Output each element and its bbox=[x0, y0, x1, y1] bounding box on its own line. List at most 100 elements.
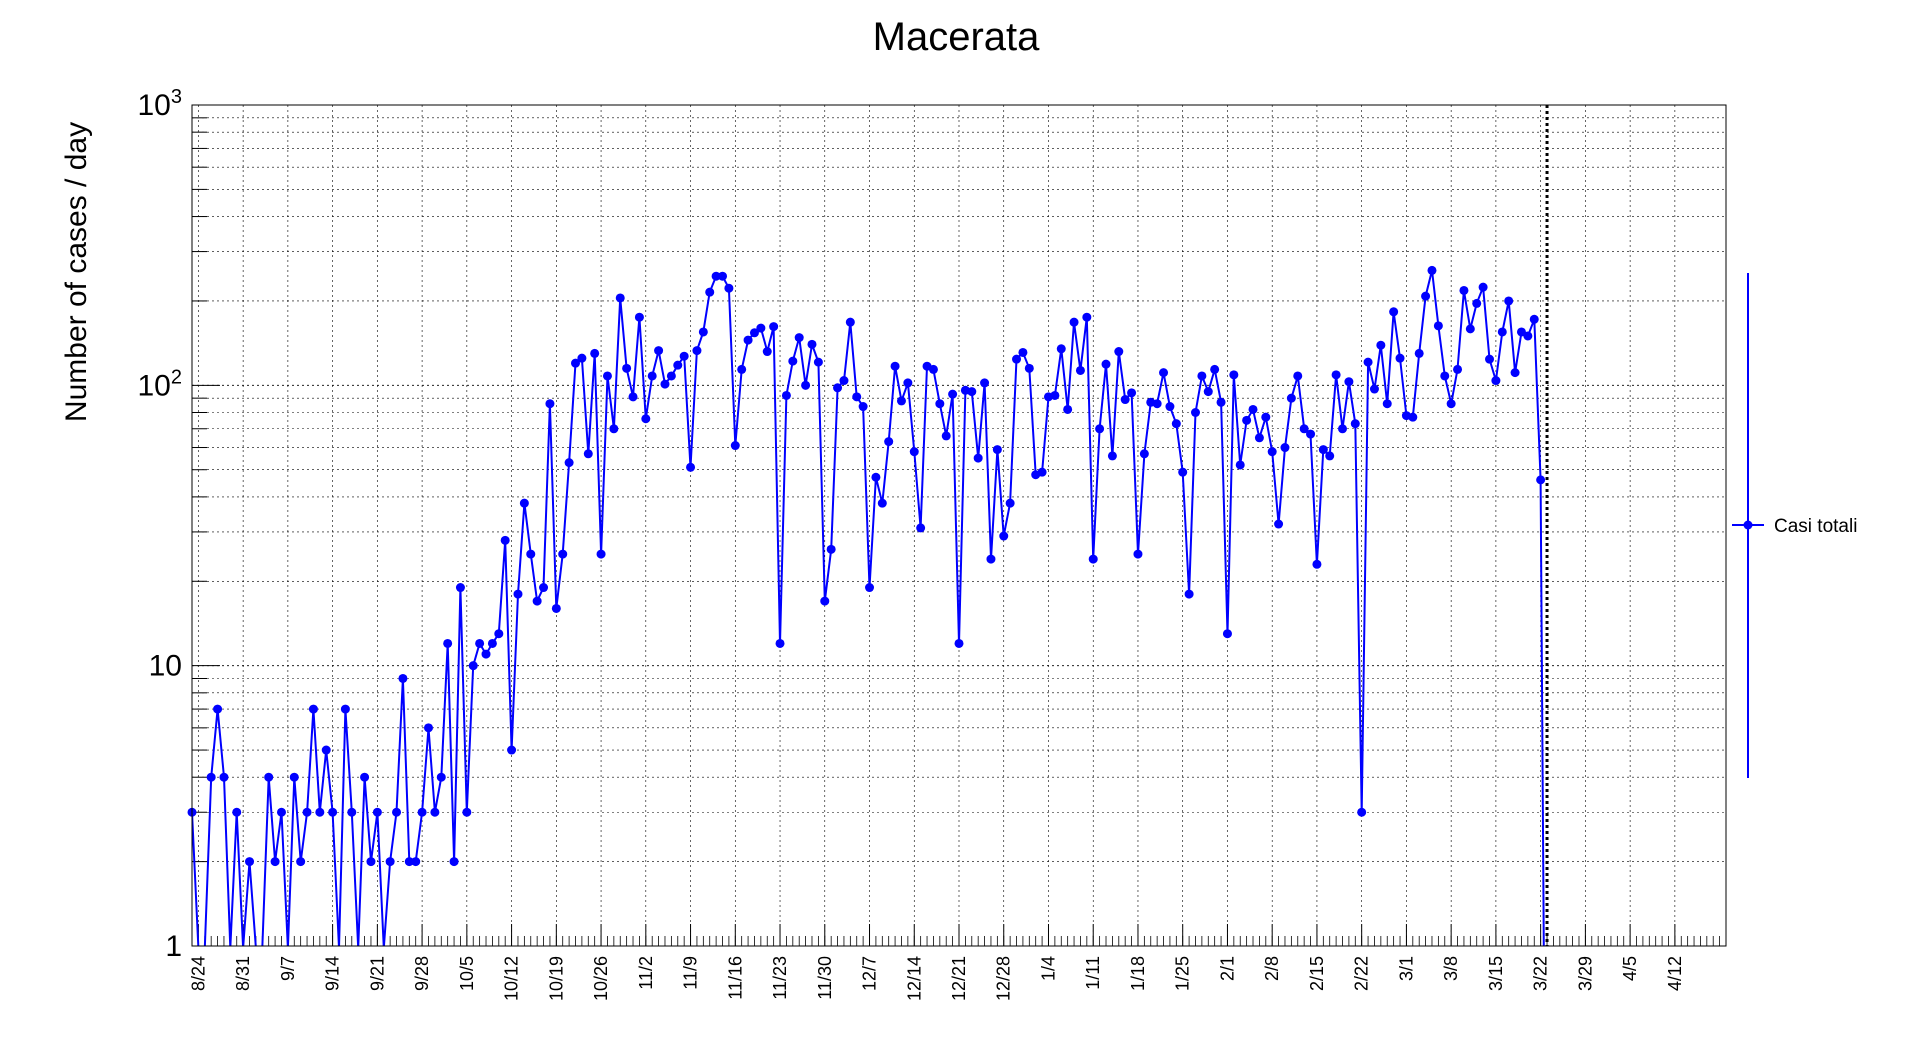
data-point bbox=[443, 638, 453, 648]
x-tick-label: 3/29 bbox=[1575, 956, 1595, 991]
data-point bbox=[615, 293, 625, 303]
data-point bbox=[526, 549, 536, 559]
data-point bbox=[1107, 451, 1117, 461]
data-point bbox=[213, 704, 223, 714]
data-point bbox=[801, 380, 811, 390]
data-point bbox=[775, 638, 785, 648]
data-point bbox=[1414, 348, 1424, 358]
data-point bbox=[1229, 370, 1239, 380]
data-point bbox=[1248, 404, 1258, 414]
x-tick-label: 2/8 bbox=[1262, 956, 1282, 981]
data-point bbox=[1127, 388, 1137, 398]
data-point bbox=[551, 603, 561, 613]
x-tick-label: 3/15 bbox=[1486, 956, 1506, 991]
data-point bbox=[781, 390, 791, 400]
data-point bbox=[896, 396, 906, 406]
data-point bbox=[436, 772, 446, 782]
data-point bbox=[1408, 412, 1418, 422]
data-point bbox=[430, 807, 440, 817]
data-point bbox=[1389, 307, 1399, 317]
data-point bbox=[1274, 519, 1284, 529]
chart-title: Macerata bbox=[873, 15, 1040, 59]
data-point bbox=[1056, 344, 1066, 354]
data-point bbox=[628, 392, 638, 402]
data-point bbox=[871, 472, 881, 482]
data-point bbox=[941, 431, 951, 441]
data-point bbox=[826, 544, 836, 554]
data-point bbox=[954, 638, 964, 648]
data-point bbox=[1120, 395, 1130, 405]
x-tick-label: 11/9 bbox=[681, 956, 701, 990]
data-point bbox=[564, 458, 574, 468]
data-point bbox=[1306, 429, 1316, 439]
data-point bbox=[833, 383, 843, 393]
data-point bbox=[641, 414, 651, 424]
x-tick-label: 12/28 bbox=[994, 956, 1014, 1001]
data-point bbox=[596, 549, 606, 559]
data-point bbox=[276, 807, 286, 817]
data-point bbox=[794, 333, 804, 343]
data-point bbox=[1075, 365, 1085, 375]
data-point bbox=[1210, 364, 1220, 374]
data-point bbox=[468, 661, 478, 671]
data-point bbox=[1139, 449, 1149, 459]
x-tick-label: 2/15 bbox=[1307, 956, 1327, 991]
data-point bbox=[711, 271, 721, 281]
y-axis-label: Number of cases / day bbox=[60, 122, 93, 422]
data-point bbox=[1338, 424, 1347, 434]
data-point bbox=[462, 807, 472, 817]
data-point bbox=[884, 437, 894, 447]
data-point bbox=[1159, 368, 1169, 378]
data-point bbox=[1222, 629, 1232, 639]
data-point bbox=[519, 498, 529, 508]
data-point bbox=[1203, 387, 1213, 397]
data-point bbox=[481, 649, 491, 659]
data-point bbox=[1350, 419, 1360, 429]
data-point bbox=[634, 312, 644, 322]
x-tick-label: 1/18 bbox=[1128, 956, 1148, 991]
data-point bbox=[1312, 559, 1322, 569]
data-point bbox=[1497, 327, 1507, 337]
data-point bbox=[417, 807, 427, 817]
data-point bbox=[1286, 393, 1296, 403]
y-tick-label: 10 bbox=[149, 650, 182, 683]
data-point bbox=[916, 523, 926, 533]
data-point bbox=[1178, 467, 1188, 477]
data-point bbox=[1453, 364, 1463, 374]
data-point bbox=[609, 424, 619, 434]
x-tick-label: 3/8 bbox=[1441, 956, 1461, 981]
data-point bbox=[1165, 402, 1175, 412]
data-point bbox=[315, 807, 325, 817]
x-tick-label: 11/2 bbox=[636, 956, 656, 990]
y-tick-exponent: 3 bbox=[171, 86, 182, 108]
data-point bbox=[232, 807, 242, 817]
data-point bbox=[1037, 467, 1047, 477]
data-point bbox=[404, 857, 414, 867]
data-point bbox=[1114, 347, 1124, 357]
data-point bbox=[647, 371, 657, 381]
axes: 1 10 102 103 8/24 8/31 9/7 9/14 9/21 9/28 10/5 10/1… bbox=[138, 86, 1727, 1001]
data-point bbox=[423, 723, 433, 733]
x-tick-label: 1/4 bbox=[1038, 956, 1058, 981]
x-tick-label: 4/12 bbox=[1665, 956, 1685, 991]
data-point bbox=[762, 347, 772, 357]
data-point bbox=[1344, 377, 1354, 387]
data-point bbox=[718, 271, 728, 281]
x-tick-label: 1/11 bbox=[1083, 956, 1103, 990]
data-point bbox=[1101, 359, 1111, 369]
data-point bbox=[590, 348, 600, 358]
data-point bbox=[980, 378, 990, 388]
data-point bbox=[360, 772, 370, 782]
data-point bbox=[730, 441, 740, 451]
data-point bbox=[372, 807, 382, 817]
data-point bbox=[999, 531, 1009, 541]
y-tick-label: 1 bbox=[165, 930, 182, 963]
x-tick-label: 12/21 bbox=[949, 956, 969, 1001]
data-point bbox=[1478, 282, 1488, 292]
data-point bbox=[724, 283, 734, 293]
x-tick-label: 10/12 bbox=[502, 956, 522, 1001]
data-point bbox=[577, 353, 587, 363]
data-point bbox=[1363, 357, 1373, 367]
data-point bbox=[1376, 340, 1386, 350]
